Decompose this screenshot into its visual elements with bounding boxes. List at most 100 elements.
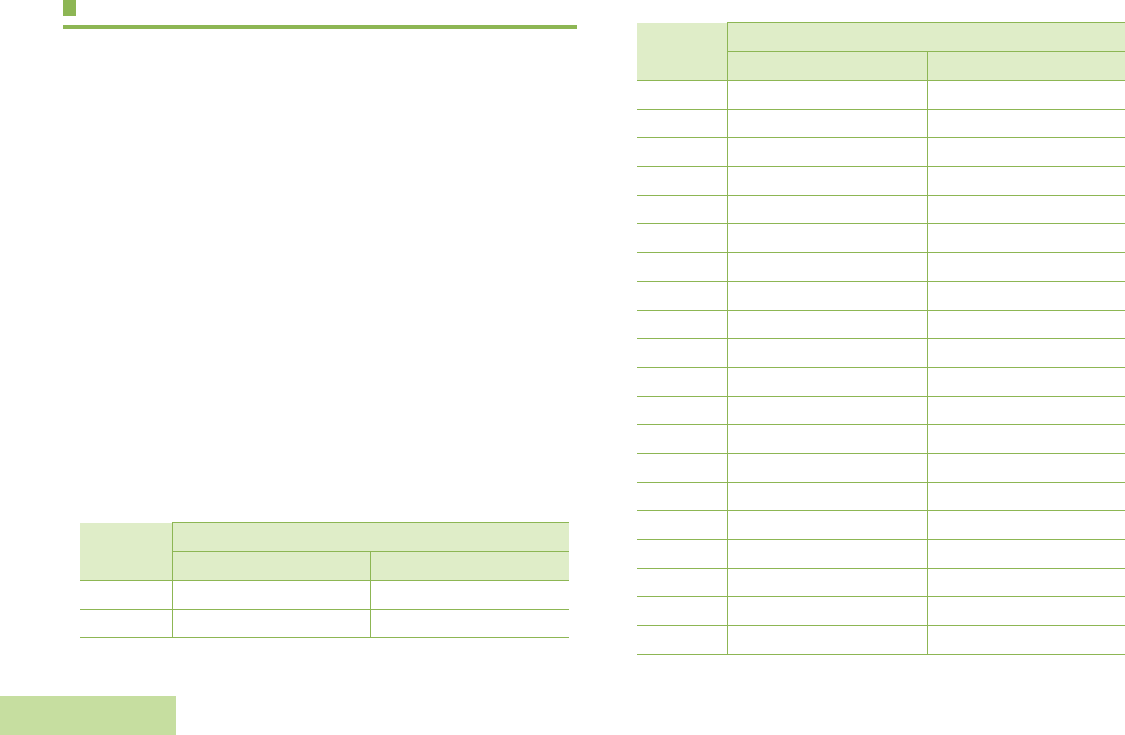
- table-cell: [727, 223, 928, 254]
- table-cell: [927, 482, 1125, 512]
- table-cell: [927, 396, 1125, 426]
- table-cell: [637, 109, 728, 139]
- table-cell: [927, 252, 1125, 282]
- table-cell: [927, 453, 1125, 483]
- table-cell: [727, 568, 928, 598]
- table-cell: [927, 195, 1125, 225]
- table-cell: [727, 80, 928, 110]
- table-row: [637, 539, 1125, 569]
- sub-header: [172, 551, 371, 581]
- table-cell: [727, 367, 928, 397]
- sub-header: [727, 51, 928, 81]
- table-cell: [637, 539, 728, 569]
- table-cell: [637, 310, 728, 340]
- table-cell: [927, 80, 1125, 110]
- table-cell: [637, 568, 728, 598]
- table-row: [637, 310, 1125, 340]
- table-row: [637, 223, 1125, 254]
- subheader-row: [637, 51, 1125, 81]
- table-row: [637, 252, 1125, 282]
- table-cell: [727, 482, 928, 512]
- column-header: [80, 522, 173, 581]
- heading-rule: [63, 25, 577, 29]
- table-row: [80, 580, 569, 610]
- table-cell: [727, 195, 928, 225]
- table-cell: [172, 580, 371, 610]
- table-cell: [927, 137, 1125, 168]
- table-cell: [727, 510, 928, 540]
- heading-marker-icon: [63, 0, 76, 16]
- table-cell: [370, 609, 569, 638]
- table-row: [637, 281, 1125, 311]
- table-cell: [637, 195, 728, 225]
- header-row: [637, 22, 1125, 81]
- table-cell: [927, 510, 1125, 540]
- table-cell: [927, 625, 1125, 655]
- table-cell: [727, 396, 928, 426]
- table-cell: [637, 596, 728, 627]
- table-cell: [727, 625, 928, 655]
- table-row: [637, 195, 1125, 225]
- table-cell: [727, 310, 928, 340]
- table-cell: [80, 580, 173, 610]
- subheader-row: [80, 551, 569, 581]
- table-row: [637, 482, 1125, 512]
- table-cell: [727, 539, 928, 569]
- table-cell: [927, 281, 1125, 311]
- table-cell: [370, 580, 569, 610]
- table-cell: [927, 338, 1125, 368]
- table-cell: [727, 281, 928, 311]
- table-row: [637, 596, 1125, 627]
- table-cell: [637, 166, 728, 196]
- table-cell: [927, 166, 1125, 196]
- column-header: [637, 22, 728, 81]
- group-header: [172, 522, 569, 552]
- table-row: [637, 367, 1125, 397]
- table-cell: [637, 482, 728, 512]
- table-cell: [637, 424, 728, 454]
- table-row: [637, 80, 1125, 110]
- sub-header: [370, 551, 569, 581]
- table-cell: [172, 609, 371, 638]
- table-row: [637, 338, 1125, 368]
- table-row: [637, 109, 1125, 139]
- table-cell: [727, 252, 928, 282]
- footer-tab: [0, 696, 176, 735]
- table-cell: [927, 367, 1125, 397]
- table-row: [637, 453, 1125, 483]
- table-cell: [637, 396, 728, 426]
- table-cell: [927, 596, 1125, 627]
- table-cell: [637, 80, 728, 110]
- table-cell: [637, 453, 728, 483]
- table-row: [637, 510, 1125, 540]
- table-cell: [927, 568, 1125, 598]
- table-row: [637, 625, 1125, 655]
- table-cell: [637, 281, 728, 311]
- table-cell: [727, 137, 928, 168]
- table-row: [80, 609, 569, 638]
- table-row: [637, 166, 1125, 196]
- table-cell: [727, 424, 928, 454]
- table-cell: [637, 223, 728, 254]
- table-cell: [927, 310, 1125, 340]
- table-cell: [927, 223, 1125, 254]
- table-row: [637, 396, 1125, 426]
- table-cell: [927, 539, 1125, 569]
- header-row: [80, 522, 569, 581]
- table-row: [637, 137, 1125, 168]
- table-cell: [927, 109, 1125, 139]
- table-row: [637, 568, 1125, 598]
- table-left: [80, 522, 569, 638]
- table-cell: [727, 453, 928, 483]
- group-header: [727, 22, 1125, 52]
- table-cell: [927, 424, 1125, 454]
- table-right: [637, 22, 1125, 655]
- table-cell: [637, 338, 728, 368]
- table-cell: [637, 252, 728, 282]
- table-cell: [637, 137, 728, 168]
- table-cell: [637, 625, 728, 655]
- table-cell: [80, 609, 173, 638]
- table-cell: [727, 166, 928, 196]
- table-cell: [727, 338, 928, 368]
- table-cell: [727, 596, 928, 627]
